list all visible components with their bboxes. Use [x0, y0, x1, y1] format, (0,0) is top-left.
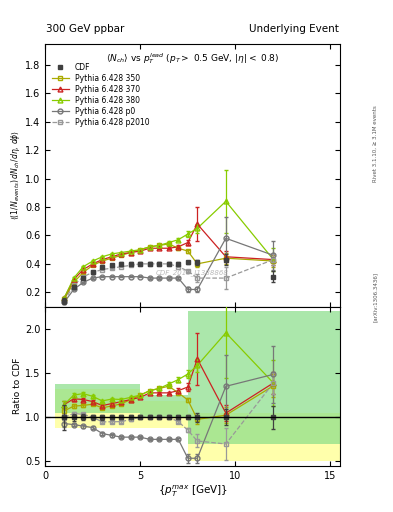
- Bar: [188, 413, 340, 461]
- Bar: [55, 383, 140, 413]
- Text: $\langle N_{ch}\rangle$ vs $p_T^{lead}$ ($p_T >$ 0.5 GeV, $|\eta| <$ 0.8): $\langle N_{ch}\rangle$ vs $p_T^{lead}$ …: [106, 51, 279, 67]
- Text: CDF_2015_I1388868: CDF_2015_I1388868: [156, 269, 229, 275]
- Legend: CDF, Pythia 6.428 350, Pythia 6.428 370, Pythia 6.428 380, Pythia 6.428 p0, Pyth: CDF, Pythia 6.428 350, Pythia 6.428 370,…: [52, 63, 149, 126]
- X-axis label: $\{p_T^{max}\ [\mathrm{GeV}]\}$: $\{p_T^{max}\ [\mathrm{GeV}]\}$: [158, 483, 228, 499]
- Bar: [140, 401, 188, 428]
- Y-axis label: $\langle(1/N_{events})\,dN_{ch}/d\eta,\,d\phi\rangle$: $\langle(1/N_{events})\,dN_{ch}/d\eta,\,…: [9, 130, 22, 220]
- Text: 300 GeV ppbar: 300 GeV ppbar: [46, 24, 125, 34]
- Text: [arXiv:1306.3436]: [arXiv:1306.3436]: [373, 272, 378, 322]
- Y-axis label: Ratio to CDF: Ratio to CDF: [13, 358, 22, 414]
- Text: Underlying Event: Underlying Event: [249, 24, 339, 34]
- Bar: [55, 389, 140, 428]
- Bar: [188, 311, 340, 444]
- Text: Rivet 3.1.10, ≥ 3.1M events: Rivet 3.1.10, ≥ 3.1M events: [373, 105, 378, 182]
- Bar: [140, 395, 188, 417]
